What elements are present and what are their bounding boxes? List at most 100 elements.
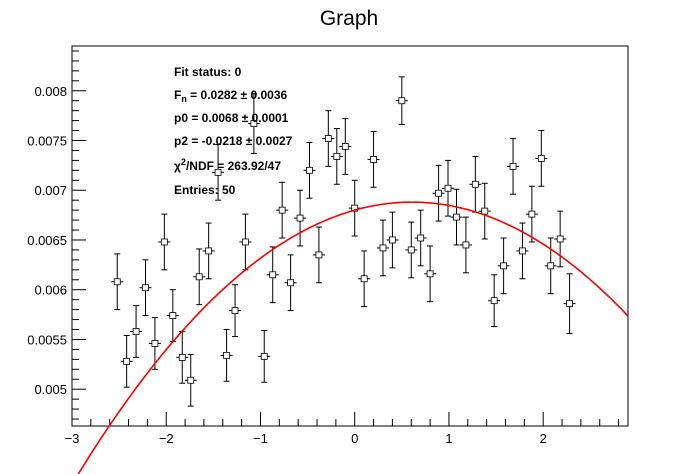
point-marker bbox=[351, 204, 359, 212]
fit-fn-subscript: n bbox=[181, 94, 187, 104]
data-point bbox=[459, 216, 472, 274]
y-tick-label: 0.007 bbox=[34, 183, 67, 198]
fit-curve bbox=[77, 201, 629, 474]
fit-fn-prefix: F bbox=[174, 88, 181, 102]
data-point bbox=[405, 221, 418, 279]
data-point bbox=[516, 222, 529, 280]
fit-status-text: Fit status: 0 bbox=[174, 65, 242, 79]
point-marker bbox=[123, 357, 131, 365]
data-point bbox=[478, 182, 491, 240]
fit-fn-value: = 0.0282 ± 0.0036 bbox=[187, 88, 288, 102]
data-point bbox=[330, 128, 343, 185]
plot-frame bbox=[71, 45, 629, 427]
y-tick-label: 0.0065 bbox=[27, 233, 67, 248]
data-point bbox=[130, 305, 143, 358]
y-tick-label: 0.0075 bbox=[27, 134, 67, 149]
point-marker bbox=[453, 213, 460, 221]
point-marker bbox=[566, 300, 573, 308]
data-point bbox=[339, 118, 352, 175]
fit-p0-text: p0 = 0.0068 ± 0.0001 bbox=[174, 111, 289, 125]
point-marker bbox=[389, 236, 396, 244]
data-point bbox=[139, 259, 152, 317]
point-marker bbox=[241, 238, 249, 246]
x-tick-label: −3 bbox=[65, 431, 80, 446]
point-marker bbox=[519, 247, 526, 255]
x-tick-label: −1 bbox=[253, 431, 268, 446]
x-tick-label: 2 bbox=[540, 431, 547, 446]
data-point bbox=[469, 155, 482, 213]
point-marker bbox=[426, 270, 434, 278]
fit-chi-value: /NDF = 263.92/47 bbox=[186, 159, 281, 173]
data-point bbox=[544, 237, 557, 295]
data-point bbox=[554, 210, 567, 268]
point-marker bbox=[132, 328, 140, 335]
point-marker bbox=[287, 279, 295, 287]
x-tick-labels: −3 −2 −1 0 1 2 bbox=[65, 431, 547, 446]
data-point bbox=[386, 211, 399, 269]
fit-chi-superscript: 2 bbox=[181, 157, 186, 167]
data-point bbox=[442, 159, 455, 217]
point-marker bbox=[471, 180, 479, 188]
data-point bbox=[322, 110, 335, 167]
chart-title: Graph bbox=[320, 7, 378, 30]
point-marker bbox=[370, 156, 377, 163]
data-point bbox=[220, 329, 233, 382]
data-point bbox=[120, 334, 133, 388]
data-point bbox=[525, 185, 538, 243]
fit-chi-prefix: χ bbox=[174, 159, 181, 173]
data-point bbox=[158, 213, 171, 271]
point-marker bbox=[278, 206, 286, 214]
data-point bbox=[258, 330, 271, 383]
point-marker bbox=[462, 241, 470, 249]
data-point bbox=[239, 213, 252, 271]
point-marker bbox=[306, 166, 313, 174]
point-marker bbox=[547, 262, 555, 270]
data-point bbox=[166, 289, 179, 342]
point-marker bbox=[113, 278, 121, 286]
point-marker bbox=[269, 271, 277, 279]
point-marker bbox=[169, 312, 177, 319]
point-marker bbox=[151, 340, 159, 347]
point-marker bbox=[407, 246, 415, 254]
data-point bbox=[184, 353, 197, 407]
point-marker bbox=[379, 244, 387, 252]
data-point bbox=[176, 330, 189, 384]
x-tick-label: −2 bbox=[159, 431, 174, 446]
data-point bbox=[507, 138, 520, 195]
y-tick-label: 0.0055 bbox=[27, 332, 67, 347]
data-point bbox=[312, 226, 325, 284]
data-point bbox=[266, 246, 279, 304]
point-marker bbox=[333, 153, 341, 160]
point-marker bbox=[223, 351, 230, 359]
data-point bbox=[367, 131, 380, 188]
data-point bbox=[276, 181, 289, 239]
data-point bbox=[303, 141, 316, 199]
point-marker bbox=[417, 234, 425, 242]
point-marker bbox=[296, 214, 304, 222]
data-point bbox=[424, 245, 437, 303]
data-point bbox=[497, 237, 510, 295]
point-marker bbox=[435, 189, 442, 197]
point-marker bbox=[195, 273, 203, 281]
data-point bbox=[563, 273, 576, 334]
point-marker bbox=[509, 162, 517, 170]
data-point bbox=[376, 219, 389, 277]
data-point bbox=[395, 76, 408, 126]
point-marker bbox=[142, 284, 149, 292]
data-point bbox=[535, 130, 548, 187]
point-marker bbox=[398, 97, 406, 105]
data-point bbox=[284, 254, 297, 312]
fit-fn-text: Fn = 0.0282 ± 0.0036 bbox=[174, 88, 288, 104]
y-tick-label: 0.008 bbox=[34, 84, 67, 99]
data-point bbox=[247, 93, 260, 154]
data-point bbox=[229, 284, 242, 337]
point-marker bbox=[360, 275, 368, 283]
point-marker bbox=[205, 247, 213, 255]
point-marker bbox=[187, 376, 195, 384]
point-marker bbox=[250, 120, 258, 127]
data-point bbox=[111, 253, 124, 311]
data-point bbox=[450, 188, 463, 246]
point-marker bbox=[324, 135, 332, 142]
